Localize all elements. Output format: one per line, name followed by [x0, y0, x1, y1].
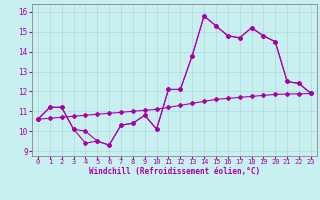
- X-axis label: Windchill (Refroidissement éolien,°C): Windchill (Refroidissement éolien,°C): [89, 167, 260, 176]
